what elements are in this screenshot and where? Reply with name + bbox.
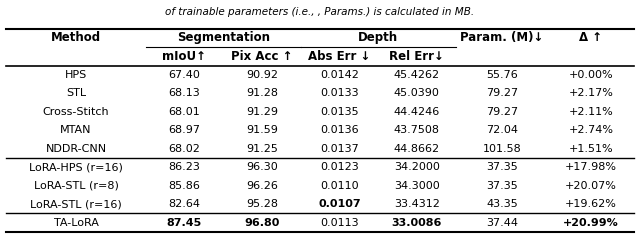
Text: 91.25: 91.25 — [246, 144, 278, 154]
Text: +20.99%: +20.99% — [563, 217, 619, 228]
Text: 0.0142: 0.0142 — [320, 70, 359, 80]
Text: Cross-Stitch: Cross-Stitch — [43, 107, 109, 117]
Text: 86.23: 86.23 — [168, 162, 200, 172]
Text: mIoU↑: mIoU↑ — [163, 50, 207, 63]
Text: STL: STL — [66, 88, 86, 98]
Text: 37.35: 37.35 — [486, 162, 518, 172]
Text: 0.0137: 0.0137 — [320, 144, 359, 154]
Text: Abs Err ↓: Abs Err ↓ — [308, 50, 371, 63]
Text: Method: Method — [51, 31, 101, 44]
Text: LoRA-STL (r=16): LoRA-STL (r=16) — [30, 199, 122, 209]
Text: 0.0133: 0.0133 — [320, 88, 358, 98]
Text: 95.28: 95.28 — [246, 199, 278, 209]
Text: 45.0390: 45.0390 — [394, 88, 440, 98]
Text: LoRA-STL (r=8): LoRA-STL (r=8) — [34, 181, 118, 191]
Text: +17.98%: +17.98% — [565, 162, 617, 172]
Text: 87.45: 87.45 — [167, 217, 202, 228]
Text: 79.27: 79.27 — [486, 107, 518, 117]
Text: of trainable parameters (i.e., , Params.) is calculated in MB.: of trainable parameters (i.e., , Params.… — [165, 7, 475, 17]
Text: +20.07%: +20.07% — [565, 181, 617, 191]
Text: NDDR-CNN: NDDR-CNN — [45, 144, 107, 154]
Text: 68.13: 68.13 — [168, 88, 200, 98]
Text: 34.3000: 34.3000 — [394, 181, 440, 191]
Text: 34.2000: 34.2000 — [394, 162, 440, 172]
Text: 91.59: 91.59 — [246, 125, 278, 135]
Text: 0.0113: 0.0113 — [320, 217, 358, 228]
Text: 91.28: 91.28 — [246, 88, 278, 98]
Text: TA-LoRA: TA-LoRA — [54, 217, 99, 228]
Text: 79.27: 79.27 — [486, 88, 518, 98]
Text: Depth: Depth — [358, 31, 398, 44]
Text: 68.02: 68.02 — [168, 144, 200, 154]
Text: Δ ↑: Δ ↑ — [579, 31, 603, 44]
Text: 96.80: 96.80 — [244, 217, 280, 228]
Text: 0.0110: 0.0110 — [320, 181, 358, 191]
Text: 82.64: 82.64 — [168, 199, 200, 209]
Text: MTAN: MTAN — [60, 125, 92, 135]
Text: 91.29: 91.29 — [246, 107, 278, 117]
Text: Param. (M)↓: Param. (M)↓ — [460, 31, 543, 44]
Text: Rel Err↓: Rel Err↓ — [389, 50, 444, 63]
Text: 37.44: 37.44 — [486, 217, 518, 228]
Text: HPS: HPS — [65, 70, 87, 80]
Text: 37.35: 37.35 — [486, 181, 518, 191]
Text: LoRA-HPS (r=16): LoRA-HPS (r=16) — [29, 162, 123, 172]
Text: 45.4262: 45.4262 — [394, 70, 440, 80]
Text: 33.0086: 33.0086 — [392, 217, 442, 228]
Text: Pix Acc ↑: Pix Acc ↑ — [231, 50, 292, 63]
Text: 44.8662: 44.8662 — [394, 144, 440, 154]
Text: 0.0135: 0.0135 — [320, 107, 358, 117]
Text: 68.97: 68.97 — [168, 125, 200, 135]
Text: 96.30: 96.30 — [246, 162, 278, 172]
Text: Segmentation: Segmentation — [177, 31, 269, 44]
Text: 0.0107: 0.0107 — [318, 199, 361, 209]
Text: +2.74%: +2.74% — [568, 125, 614, 135]
Text: +19.62%: +19.62% — [565, 199, 617, 209]
Text: +0.00%: +0.00% — [569, 70, 613, 80]
Text: 0.0136: 0.0136 — [320, 125, 358, 135]
Text: 43.35: 43.35 — [486, 199, 518, 209]
Text: 68.01: 68.01 — [168, 107, 200, 117]
Text: 67.40: 67.40 — [168, 70, 200, 80]
Text: +2.17%: +2.17% — [568, 88, 614, 98]
Text: 85.86: 85.86 — [168, 181, 200, 191]
Text: +2.11%: +2.11% — [568, 107, 613, 117]
Text: 33.4312: 33.4312 — [394, 199, 440, 209]
Text: 101.58: 101.58 — [483, 144, 522, 154]
Text: 43.7508: 43.7508 — [394, 125, 440, 135]
Text: 72.04: 72.04 — [486, 125, 518, 135]
Text: +1.51%: +1.51% — [569, 144, 613, 154]
Text: 96.26: 96.26 — [246, 181, 278, 191]
Text: 90.92: 90.92 — [246, 70, 278, 80]
Text: 0.0123: 0.0123 — [320, 162, 359, 172]
Text: 44.4246: 44.4246 — [394, 107, 440, 117]
Text: 55.76: 55.76 — [486, 70, 518, 80]
